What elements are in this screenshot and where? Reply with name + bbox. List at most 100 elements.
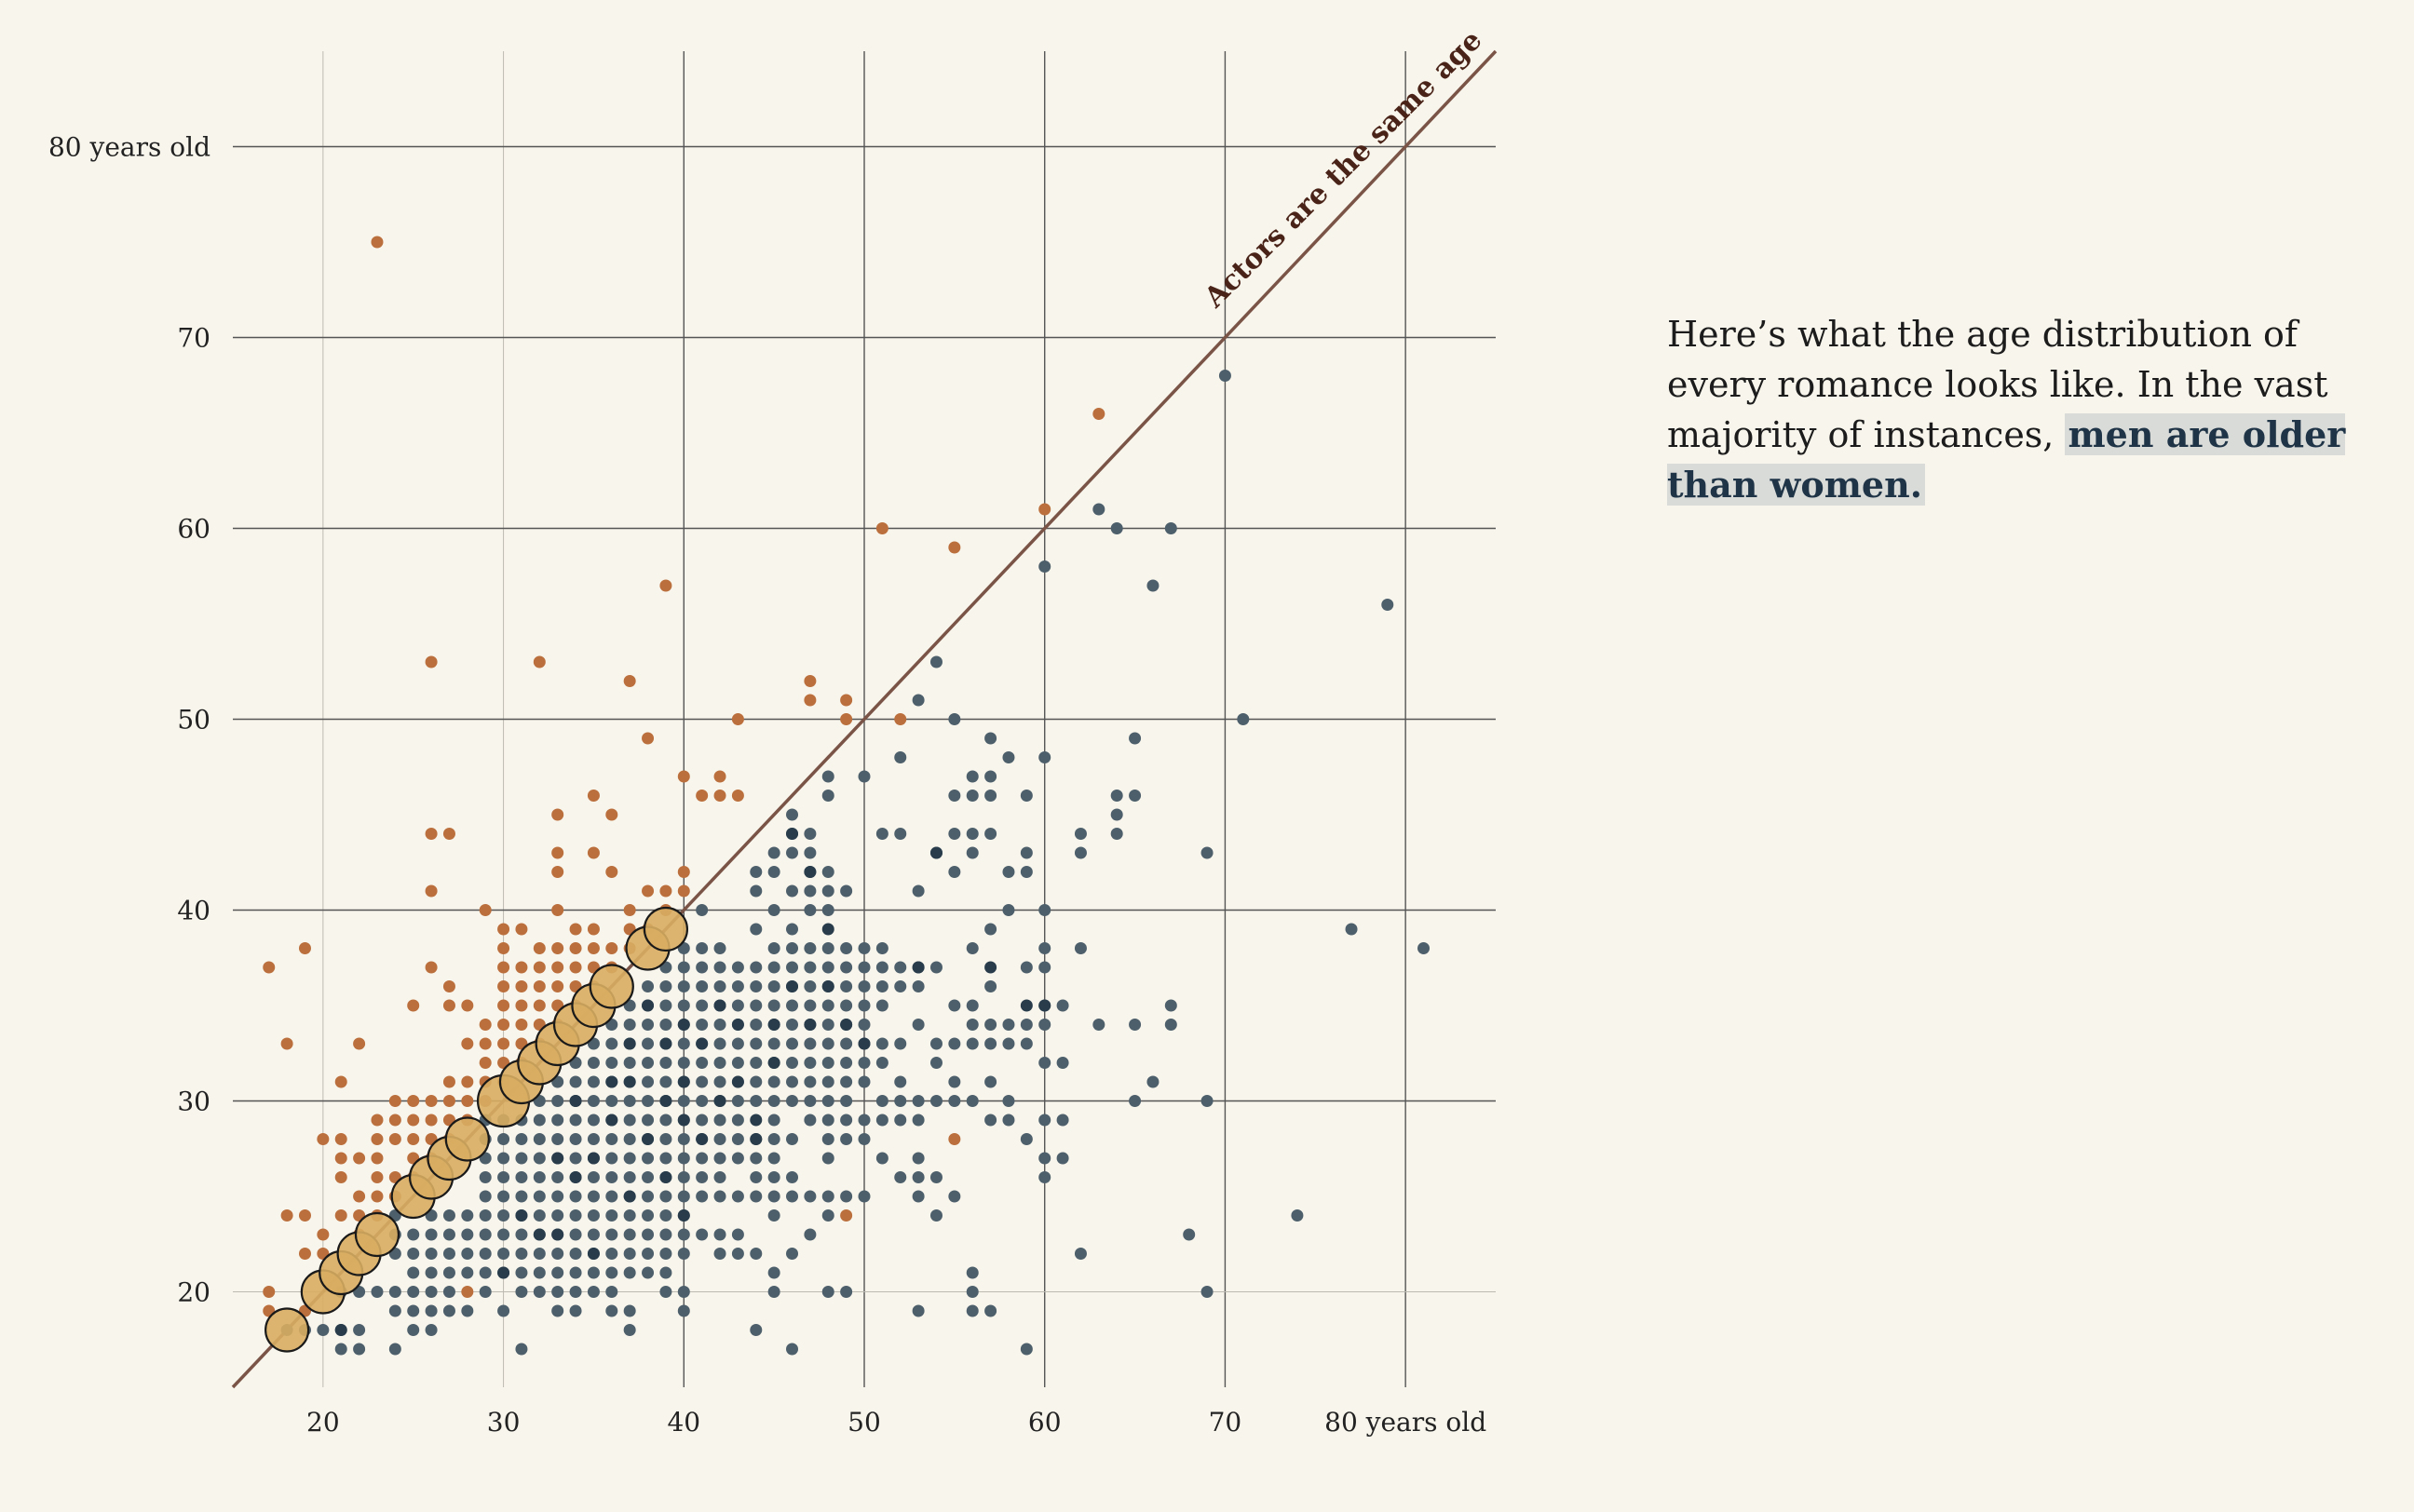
man_older-point (1020, 1037, 1033, 1050)
woman_older-point (731, 790, 744, 802)
man_older-point (966, 999, 979, 1012)
man_older-point (605, 1209, 618, 1222)
man_older-point (894, 980, 907, 992)
man_older-point (677, 1286, 690, 1298)
man_older-point (840, 1190, 853, 1203)
man_older-point (605, 1095, 618, 1107)
woman_older-point (334, 1133, 347, 1145)
man_older-point (642, 1190, 655, 1203)
man_older-point (587, 1190, 600, 1203)
man_older-point (731, 999, 744, 1012)
man_older-point (966, 1286, 979, 1298)
man_older-point (569, 1152, 582, 1165)
man_older-point (677, 1057, 690, 1069)
man_older-point (569, 1133, 582, 1145)
woman_older-point (442, 828, 455, 840)
man_older-point (479, 1209, 492, 1222)
man_older-point (696, 1075, 709, 1088)
man_older-point (659, 1228, 672, 1241)
man_older-point (497, 1266, 510, 1279)
woman_older-point (551, 961, 564, 974)
man_older-point (804, 980, 817, 992)
man_older-point (1129, 1095, 1142, 1107)
man_older-point (804, 828, 817, 840)
man_older-point (1020, 866, 1033, 878)
man_older-point (912, 1171, 925, 1183)
man_older-point (1074, 942, 1087, 954)
y-tick-label: 60 (177, 514, 210, 545)
man_older-point (858, 942, 871, 954)
man_older-point (623, 1037, 636, 1050)
man_older-point (713, 1075, 726, 1088)
woman_older-point (298, 1248, 311, 1260)
man_older-point (1038, 1114, 1051, 1127)
man_older-point (894, 1095, 907, 1107)
man_older-point (786, 1075, 799, 1088)
man_older-point (912, 1190, 925, 1203)
woman_older-point (298, 942, 311, 954)
same-age-label: Actors are the same age (1198, 24, 1488, 315)
man_older-point (767, 1037, 780, 1050)
man_older-point (569, 1190, 582, 1203)
man_older-point (317, 1324, 330, 1336)
man_older-point (767, 904, 780, 916)
man_older-point (984, 790, 997, 802)
woman_older-point (551, 980, 564, 992)
man_older-point (804, 1095, 817, 1107)
woman_older-point (497, 961, 510, 974)
woman_older-point (371, 1114, 384, 1127)
man_older-point (1020, 1019, 1033, 1031)
man_older-point (731, 980, 744, 992)
man_older-point (677, 1171, 690, 1183)
man_older-point (623, 1304, 636, 1317)
man_older-point (984, 732, 997, 745)
x-tick-label: 60 (1028, 1407, 1062, 1438)
man_older-point (821, 1075, 834, 1088)
man_older-point (642, 1209, 655, 1222)
woman_older-point (731, 713, 744, 725)
man_older-point (713, 961, 726, 974)
man_older-point (623, 1152, 636, 1165)
woman_older-point (280, 1209, 293, 1222)
man_older-point (731, 1075, 744, 1088)
man_older-point (929, 961, 943, 974)
man_older-point (659, 1114, 672, 1127)
woman_older-point (659, 579, 672, 592)
man_older-point (894, 961, 907, 974)
man_older-point (587, 1248, 600, 1260)
man_older-point (840, 1133, 853, 1145)
man_older-point (677, 1248, 690, 1260)
man_older-point (334, 1343, 347, 1356)
man_older-point (767, 1057, 780, 1069)
man_older-point (677, 980, 690, 992)
man_older-point (821, 1190, 834, 1203)
man_older-point (858, 1075, 871, 1088)
woman_older-point (533, 961, 546, 974)
man_older-point (804, 1019, 817, 1031)
man_older-point (587, 1266, 600, 1279)
x-tick-label: 30 (487, 1407, 521, 1438)
woman_older-point (551, 808, 564, 821)
man_older-point (407, 1324, 420, 1336)
man_older-point (659, 1171, 672, 1183)
man_older-point (696, 1057, 709, 1069)
man_older-point (659, 1075, 672, 1088)
man_older-point (677, 1304, 690, 1317)
woman_older-point (569, 942, 582, 954)
woman_older-point (334, 1152, 347, 1165)
man_older-point (912, 884, 925, 898)
woman_older-point (587, 942, 600, 954)
woman_older-point (479, 1037, 492, 1050)
man_older-point (407, 1248, 420, 1260)
man_older-point (750, 1019, 763, 1031)
woman_older-point (353, 1037, 366, 1050)
man_older-point (786, 1171, 799, 1183)
man_older-point (750, 1075, 763, 1088)
man_older-point (696, 1190, 709, 1203)
man_older-point (551, 1171, 564, 1183)
tick-labels: 20 30 40 50 60 70 80 years old 20 30 40 50 60 70 80 y… (48, 132, 1486, 1438)
woman_older-point (894, 713, 907, 725)
woman_older-point (515, 923, 528, 936)
man_older-point (894, 1075, 907, 1088)
man_older-point (1146, 579, 1160, 592)
